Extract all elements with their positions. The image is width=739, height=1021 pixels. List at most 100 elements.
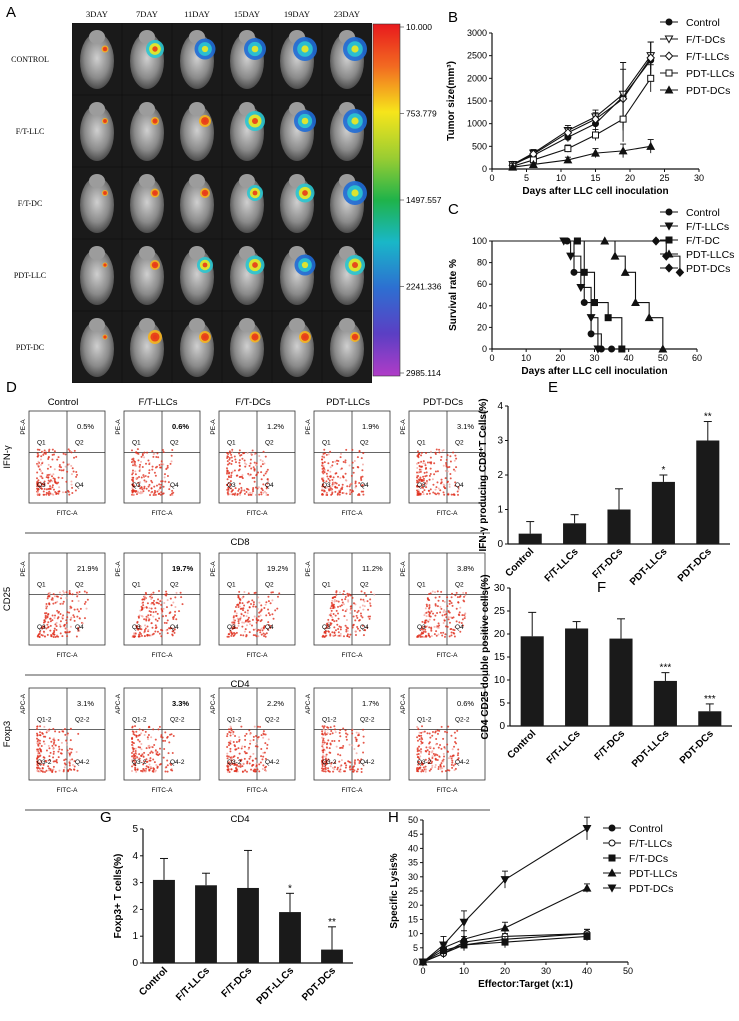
event-dot xyxy=(131,759,134,762)
event-dot xyxy=(241,596,244,599)
event-dot xyxy=(454,740,457,743)
event-dot xyxy=(227,741,230,744)
event-dot xyxy=(232,740,235,743)
event-dot xyxy=(338,731,341,734)
event-dot xyxy=(343,762,346,765)
event-dot xyxy=(231,632,234,635)
event-dot xyxy=(351,461,354,464)
event-dot xyxy=(159,486,162,489)
event-dot xyxy=(38,762,41,765)
event-dot xyxy=(239,634,242,637)
event-dot xyxy=(339,605,342,608)
event-dot xyxy=(360,476,363,479)
event-dot xyxy=(353,769,356,772)
event-dot xyxy=(36,734,39,737)
tumor-signal-core xyxy=(351,117,359,125)
event-dot xyxy=(161,448,164,451)
event-dot xyxy=(170,733,173,736)
event-dot xyxy=(43,480,46,483)
event-dot xyxy=(248,606,251,609)
event-dot xyxy=(73,619,76,622)
event-dot xyxy=(151,465,154,468)
event-dot xyxy=(336,623,339,626)
event-dot xyxy=(149,595,152,598)
event-dot xyxy=(155,484,158,487)
event-dot xyxy=(450,757,453,760)
series-line-control xyxy=(512,59,652,165)
event-dot xyxy=(227,481,230,484)
event-dot xyxy=(45,749,48,752)
event-dot xyxy=(49,485,52,488)
event-dot xyxy=(344,459,347,462)
quadrant-label: Q2 xyxy=(75,439,84,446)
event-dot xyxy=(324,733,327,736)
event-dot xyxy=(77,628,80,631)
event-dot xyxy=(416,466,419,469)
event-dot xyxy=(41,462,44,465)
event-dot xyxy=(37,766,40,769)
event-dot xyxy=(248,729,251,732)
event-dot xyxy=(40,763,43,766)
event-dot xyxy=(238,482,241,485)
event-dot xyxy=(440,747,443,750)
event-dot xyxy=(431,734,434,737)
quadrant-percentage: 19.2% xyxy=(267,564,289,573)
event-dot xyxy=(230,471,233,474)
event-dot xyxy=(448,483,451,486)
event-dot xyxy=(426,749,429,752)
event-dot xyxy=(227,755,230,758)
event-dot xyxy=(348,464,351,467)
event-dot xyxy=(416,485,419,488)
quadrant-label: Q2 xyxy=(170,439,179,446)
event-dot xyxy=(147,475,150,478)
event-dot xyxy=(158,590,161,593)
event-dot xyxy=(237,622,240,625)
event-dot xyxy=(145,767,148,770)
event-dot xyxy=(257,486,260,489)
event-dot xyxy=(334,731,337,734)
event-dot xyxy=(48,603,51,606)
event-dot xyxy=(248,631,251,634)
event-dot xyxy=(36,763,39,766)
event-dot xyxy=(166,599,169,602)
event-dot xyxy=(52,473,55,476)
mouse-head xyxy=(89,102,105,116)
event-dot xyxy=(354,634,357,637)
event-dot xyxy=(146,451,149,454)
event-dot xyxy=(147,616,150,619)
event-dot xyxy=(230,727,233,730)
event-dot xyxy=(339,456,342,459)
group-label-control: CONTROL xyxy=(11,55,49,64)
event-dot xyxy=(255,762,258,765)
event-dot xyxy=(40,626,43,629)
event-dot xyxy=(322,739,325,742)
event-dot xyxy=(337,600,340,603)
event-dot xyxy=(441,614,444,617)
event-dot xyxy=(134,756,137,759)
quadrant-label: Q1-2 xyxy=(417,716,432,723)
event-dot xyxy=(351,626,354,629)
event-dot xyxy=(235,741,238,744)
event-dot xyxy=(143,733,146,736)
event-dot xyxy=(249,742,252,745)
event-dot xyxy=(264,635,267,638)
event-dot xyxy=(149,752,152,755)
y-tick-label: 30 xyxy=(494,583,506,594)
event-dot xyxy=(268,614,271,617)
data-point xyxy=(592,131,599,139)
event-dot xyxy=(440,607,443,610)
event-dot xyxy=(156,465,159,468)
event-dot xyxy=(448,485,451,488)
event-dot xyxy=(70,768,73,771)
event-dot xyxy=(246,760,249,763)
event-dot xyxy=(463,595,466,598)
event-dot xyxy=(436,754,439,757)
event-dot xyxy=(55,482,58,485)
category-label-pdt-dcs: PDT-DCs xyxy=(300,965,338,1003)
event-dot xyxy=(256,745,259,748)
legend-label-pdt-dcs: PDT-DCs xyxy=(686,263,730,275)
event-dot xyxy=(449,477,452,480)
tumor-signal-core xyxy=(202,262,208,268)
